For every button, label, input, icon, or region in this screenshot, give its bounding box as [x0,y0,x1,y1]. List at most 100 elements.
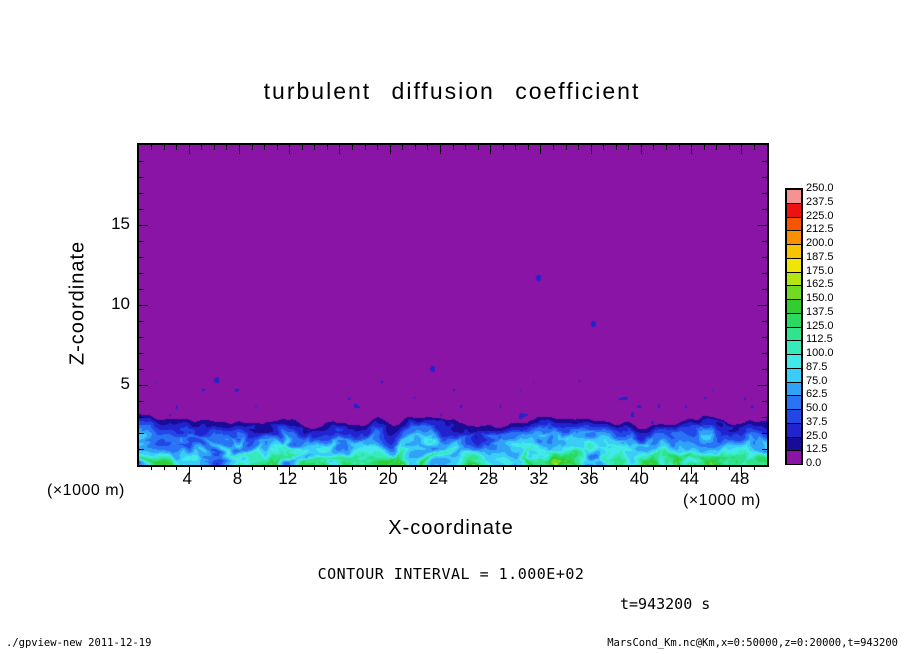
tick-mark [728,145,730,150]
tick-mark [540,465,542,474]
x-tick-label: 20 [378,469,398,488]
tick-mark [289,465,291,474]
tick-mark [762,352,767,354]
tick-mark [762,336,767,338]
colorbar-label: 187.5 [806,250,834,263]
tick-mark [527,145,529,150]
tick-mark [139,368,144,370]
tick-mark [264,465,266,470]
colorbar-cell [786,312,802,328]
colorbar-label: 50.0 [806,402,828,414]
time-note: t=943200 s [620,595,711,613]
colorbar-label: 150.0 [806,292,834,304]
colorbar-label: 250.0 [806,182,834,194]
x-tick-label: 8 [232,469,243,488]
y-axis-label: Z-coordinate [66,240,89,366]
tick-mark [762,288,767,290]
tick-mark [414,465,416,470]
tick-mark [301,145,303,150]
tick-mark [615,465,617,470]
tick-mark [728,465,730,470]
colorbar-label: 125.0 [806,319,834,332]
tick-mark [139,352,144,354]
tick-mark [402,465,404,470]
tick-mark [364,465,366,470]
tick-mark [226,145,228,150]
tick-mark [565,145,567,150]
colorbar-cell [786,326,802,342]
tick-mark [490,465,492,474]
tick-mark [213,465,215,470]
x-tick-label: 4 [182,469,192,488]
tick-mark [326,465,328,470]
tick-mark [640,465,642,474]
tick-mark [762,272,767,274]
x-tick-label: 12 [278,469,298,488]
tick-mark [691,465,693,474]
tick-mark [615,145,617,150]
tick-mark [762,160,767,162]
tick-mark [201,145,203,150]
tick-mark [753,145,755,150]
colorbar-label: 0.0 [806,457,822,469]
tick-mark [139,304,148,306]
tick-mark [414,145,416,150]
tick-mark [439,465,441,474]
tick-mark [427,465,429,470]
tick-mark [703,145,705,150]
x-tick-label: 28 [479,469,499,488]
tick-mark [163,145,165,150]
colorbar-cell [786,216,802,232]
colorbar-cell [786,422,802,438]
colorbar-label: 137.5 [806,305,834,318]
tick-mark [502,145,504,150]
y-tick-label: 5 [120,374,130,393]
tick-mark [151,145,153,150]
colorbar-cell [786,381,802,397]
tick-mark [628,145,630,150]
tick-mark [666,145,668,150]
tick-mark [628,465,630,470]
tick-mark [139,288,144,290]
tick-mark [314,465,316,470]
tick-mark [439,145,441,154]
tick-mark [762,432,767,434]
x-unit-right: (×1000 m) [683,492,761,509]
colorbar-label: 12.5 [806,443,828,456]
tick-mark [527,465,529,470]
contour-interval-note: CONTOUR INTERVAL = 1.000E+02 [317,565,585,583]
colorbar-cell [786,395,802,410]
colorbar-cell [786,244,802,259]
tick-mark [741,465,743,474]
tick-mark [678,465,680,470]
colorbar-label: 237.5 [806,195,834,208]
tick-mark [758,384,767,386]
colorbar-cell [786,299,802,314]
tick-mark [213,145,215,150]
x-tick-label: 32 [529,469,549,488]
tick-mark [452,465,454,470]
tick-mark [163,465,165,470]
tick-mark [251,465,253,470]
tick-mark [301,465,303,470]
x-tick-label: 48 [730,469,750,488]
tick-mark [251,145,253,150]
tick-mark [477,145,479,150]
tick-mark [758,224,767,226]
tick-mark [276,465,278,470]
tick-mark [762,368,767,370]
tick-mark [176,465,178,470]
tick-mark [477,465,479,470]
tick-mark [452,145,454,150]
tick-mark [377,465,379,470]
tick-mark [139,208,144,210]
tick-mark [590,145,592,154]
tick-mark [678,145,680,150]
colorbar-label: 162.5 [806,278,834,291]
tick-mark [653,465,655,470]
tick-mark [666,465,668,470]
tick-mark [352,145,354,150]
tick-mark [762,240,767,242]
tick-mark [758,304,767,306]
